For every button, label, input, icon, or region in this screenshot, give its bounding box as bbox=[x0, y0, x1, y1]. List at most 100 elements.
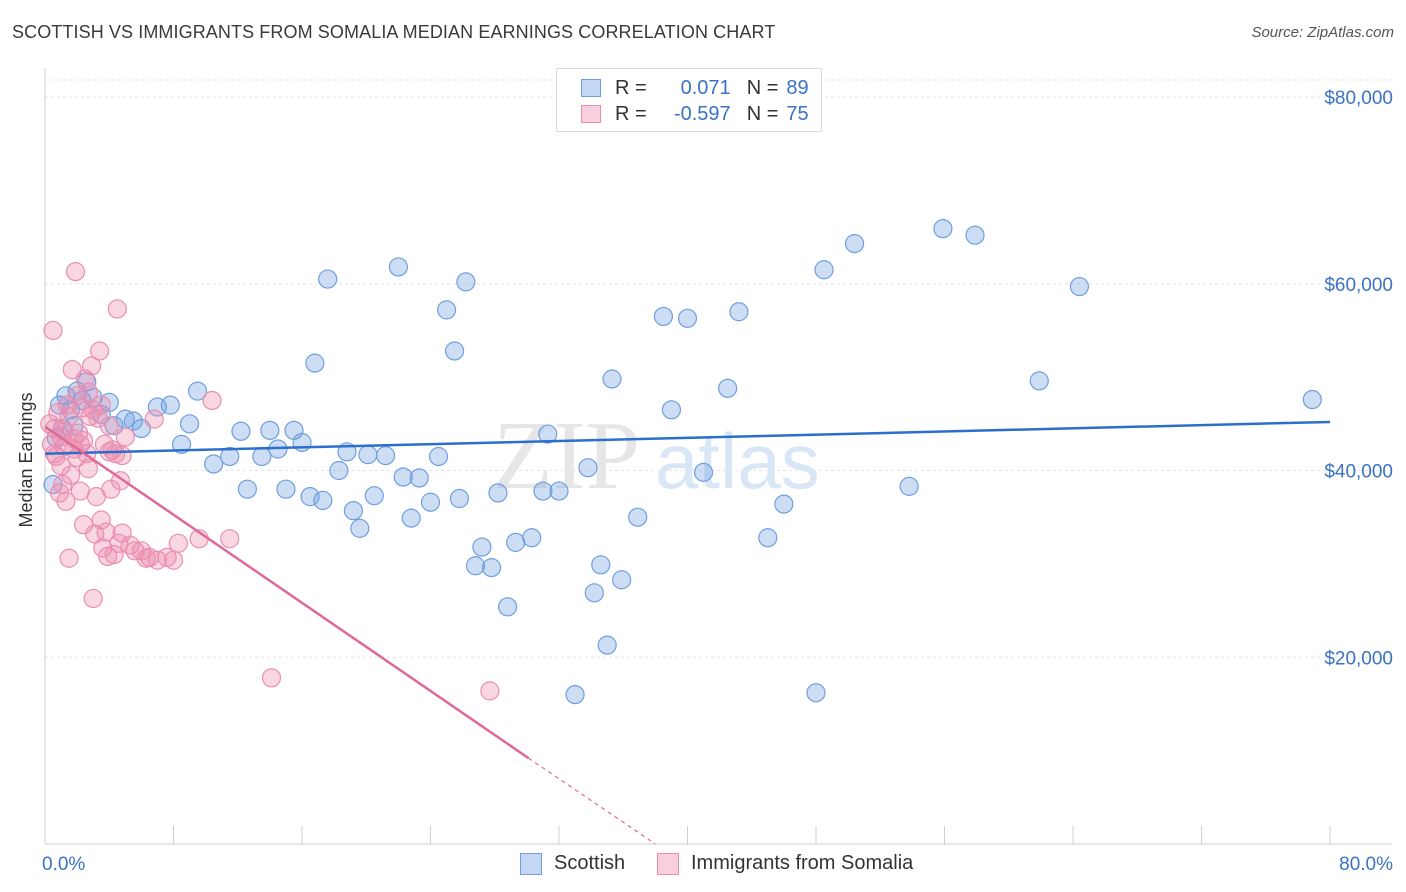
somalia-point-26 bbox=[83, 588, 103, 609]
scottish-point-54 bbox=[472, 537, 492, 557]
scottish-point-47 bbox=[420, 492, 441, 512]
scottish-point-66 bbox=[591, 555, 611, 575]
legend-n-value-scottish: 89 bbox=[786, 76, 809, 99]
somalia-point-2 bbox=[43, 320, 63, 341]
scottish-point-24 bbox=[231, 421, 251, 441]
scottish-point-84 bbox=[965, 225, 985, 245]
scottish-point-32 bbox=[300, 487, 320, 507]
y-tick-labels: $20,000 $40,000 $60,000 $80,000 bbox=[1324, 88, 1393, 669]
somalia-point-51 bbox=[144, 409, 164, 429]
scottish-point-72 bbox=[661, 400, 682, 420]
somalia-point-55 bbox=[168, 533, 188, 553]
somalia-point-45 bbox=[115, 427, 135, 447]
watermark: ZIP atlas bbox=[493, 402, 820, 510]
scottish-point-81 bbox=[844, 233, 865, 254]
y-tick-label-3: $80,000 bbox=[1324, 88, 1393, 109]
somalia-point-41 bbox=[107, 299, 127, 319]
legend-row-scottish: R = 0.071 N = 89 bbox=[581, 76, 809, 100]
scottish-point-29 bbox=[276, 479, 296, 499]
scottish-point-22 bbox=[204, 454, 224, 474]
y-tick-label-0: $20,000 bbox=[1324, 648, 1393, 669]
somalia-point-30 bbox=[90, 341, 110, 361]
somalia-point-54 bbox=[163, 550, 184, 570]
scottish-point-86 bbox=[1069, 276, 1090, 297]
scottish-point-20 bbox=[179, 414, 200, 434]
scottish-points bbox=[43, 219, 1322, 705]
scottish-point-67 bbox=[597, 635, 617, 655]
somalia-point-20 bbox=[73, 515, 94, 535]
scottish-point-42 bbox=[375, 445, 396, 466]
scottish-point-77 bbox=[758, 528, 778, 548]
scottish-point-52 bbox=[456, 272, 476, 292]
trend-line-somalia-extension bbox=[528, 757, 656, 845]
somalia-point-57 bbox=[202, 390, 222, 411]
scottish-point-44 bbox=[393, 467, 413, 487]
y-tick-label-1: $40,000 bbox=[1324, 462, 1393, 483]
legend-swatch-scottish bbox=[581, 79, 601, 97]
somalia-point-39 bbox=[104, 544, 124, 565]
scottish-point-75 bbox=[718, 378, 738, 398]
scottish-point-87 bbox=[1302, 389, 1322, 410]
somalia-points bbox=[40, 262, 500, 701]
bottom-legend-scottish: Scottish bbox=[520, 852, 625, 875]
somalia-point-5 bbox=[48, 403, 68, 423]
scottish-point-61 bbox=[538, 424, 558, 444]
somalia-point-18 bbox=[70, 481, 90, 501]
somalia-point-67 bbox=[91, 395, 111, 415]
scottish-point-82 bbox=[899, 476, 919, 496]
scottish-point-40 bbox=[358, 445, 378, 465]
scottish-point-27 bbox=[260, 420, 280, 440]
legend-n-label: N = bbox=[746, 102, 779, 125]
somalia-point-65 bbox=[78, 382, 98, 402]
scottish-point-38 bbox=[343, 501, 363, 521]
scottish-point-36 bbox=[329, 460, 349, 481]
trend-line-scottish bbox=[44, 420, 1331, 455]
scottish-point-53 bbox=[465, 556, 486, 576]
scottish-point-16 bbox=[131, 418, 151, 439]
x-tick-label-min: 0.0% bbox=[42, 854, 85, 875]
somalia-point-58 bbox=[220, 529, 240, 549]
scottish-point-50 bbox=[444, 341, 465, 361]
scottish-point-34 bbox=[313, 490, 333, 510]
bottom-legend-label-scottish: Scottish bbox=[554, 852, 626, 874]
somalia-point-15 bbox=[65, 262, 86, 282]
scottish-point-79 bbox=[806, 683, 826, 703]
scottish-point-62 bbox=[549, 481, 569, 501]
bottom-legend-somalia: Immigrants from Somalia bbox=[657, 852, 913, 875]
chart-title: SCOTTISH VS IMMIGRANTS FROM SOMALIA MEDI… bbox=[12, 22, 776, 42]
somalia-point-16 bbox=[67, 386, 87, 406]
scottish-point-69 bbox=[612, 570, 632, 590]
stats-legend: R = 0.071 N = 89 R = -0.597 N = 75 bbox=[556, 68, 822, 132]
somalia-point-64 bbox=[73, 431, 94, 451]
axes bbox=[44, 68, 1392, 845]
scottish-point-74 bbox=[693, 462, 714, 482]
y-tick-label-2: $60,000 bbox=[1324, 275, 1393, 296]
scottish-point-33 bbox=[305, 353, 325, 373]
somalia-point-13 bbox=[62, 360, 82, 380]
scottish-point-57 bbox=[498, 597, 518, 617]
scottish-point-71 bbox=[653, 306, 674, 327]
scottish-point-45 bbox=[401, 508, 421, 528]
chart-source: Source: ZipAtlas.com bbox=[1251, 24, 1394, 41]
scottish-point-51 bbox=[449, 488, 470, 509]
grid-lines bbox=[45, 79, 1392, 658]
watermark-zip: ZIP bbox=[493, 402, 640, 510]
scottish-point-21 bbox=[187, 381, 208, 401]
scottish-point-35 bbox=[318, 269, 338, 289]
legend-n-value-somalia: 75 bbox=[786, 102, 809, 125]
scottish-point-58 bbox=[506, 532, 526, 552]
scottish-point-83 bbox=[933, 219, 953, 239]
somalia-point-25 bbox=[81, 356, 102, 376]
somalia-point-31 bbox=[91, 510, 111, 530]
scottish-point-23 bbox=[220, 446, 240, 467]
scottish-point-59 bbox=[522, 528, 542, 548]
somalia-point-69 bbox=[112, 445, 132, 466]
legend-row-somalia: R = -0.597 N = 75 bbox=[581, 102, 809, 126]
scottish-point-18 bbox=[160, 395, 180, 415]
legend-r-label: R = bbox=[615, 102, 647, 125]
scottish-point-65 bbox=[584, 583, 604, 603]
somalia-point-38 bbox=[102, 440, 123, 460]
scottish-point-68 bbox=[602, 369, 622, 389]
scottish-point-39 bbox=[350, 518, 370, 538]
